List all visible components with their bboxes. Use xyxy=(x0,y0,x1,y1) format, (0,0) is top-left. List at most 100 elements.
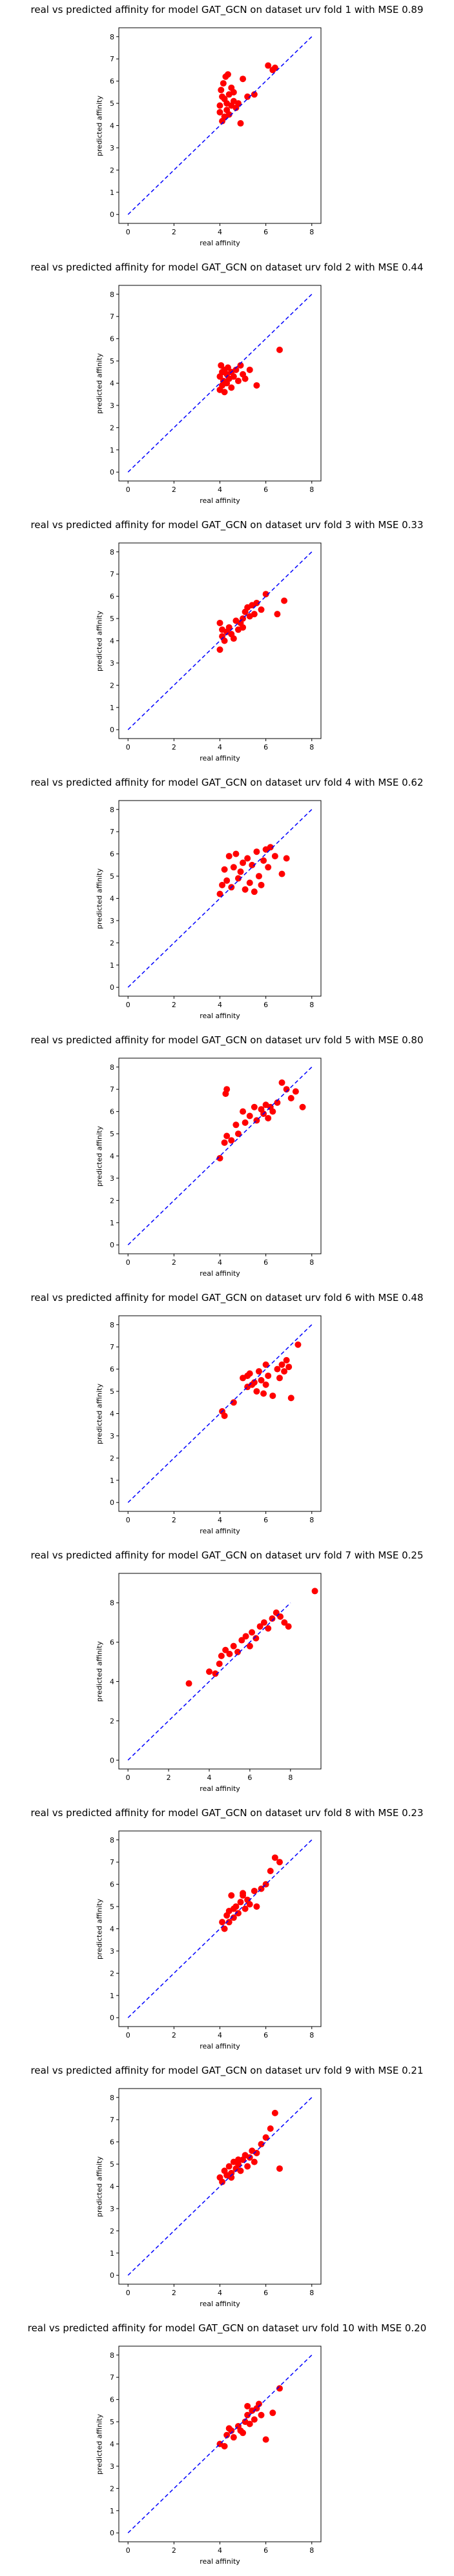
data-point xyxy=(253,1635,260,1642)
data-point xyxy=(223,1132,231,1140)
y-tick-label: 4 xyxy=(110,380,114,388)
data-points xyxy=(185,1588,318,1687)
y-tick-label: 3 xyxy=(110,1947,114,1956)
x-tick-label: 8 xyxy=(309,486,314,494)
y-tick-label: 7 xyxy=(110,2373,114,2382)
x-tick-label: 6 xyxy=(263,2031,268,2039)
y-tick-label: 8 xyxy=(110,1321,114,1329)
x-tick-label: 6 xyxy=(263,486,268,494)
data-point xyxy=(271,853,278,860)
y-tick-label: 8 xyxy=(110,1599,114,1608)
data-point xyxy=(274,611,281,618)
data-point xyxy=(281,1619,288,1626)
data-point xyxy=(292,1088,299,1095)
scatter-plot: 0 2 4 6 8 0 1 2 3 4 5 6 7 8 xyxy=(110,2088,322,2297)
y-tick-label: 5 xyxy=(110,1903,114,1911)
data-points xyxy=(216,844,290,897)
y-tick-label: 7 xyxy=(110,312,114,321)
y-tick-label: 6 xyxy=(110,77,114,86)
data-point xyxy=(274,1099,281,1106)
y-tick-label: 6 xyxy=(110,850,114,859)
data-point xyxy=(218,1652,225,1659)
chart-title: real vs predicted affinity for model GAT… xyxy=(30,4,424,15)
y-axis-label: predicted affinity xyxy=(95,1125,104,1187)
data-point xyxy=(281,597,288,604)
x-tick-label: 8 xyxy=(309,2546,314,2555)
data-point xyxy=(218,362,225,369)
x-tick-label: 8 xyxy=(309,1516,314,1524)
x-tick-label: 2 xyxy=(172,2546,176,2555)
data-points xyxy=(216,62,278,127)
y-tick-label: 5 xyxy=(110,2160,114,2169)
y-tick-label: 3 xyxy=(110,1174,114,1183)
y-tick-label: 8 xyxy=(110,1063,114,1072)
data-point xyxy=(237,1899,244,1906)
data-point xyxy=(234,378,242,385)
data-point xyxy=(251,1887,258,1894)
y-tick-label: 4 xyxy=(110,1152,114,1161)
data-point xyxy=(220,80,227,87)
data-point xyxy=(244,2163,251,2170)
y-tick-label: 4 xyxy=(110,2440,114,2449)
data-point xyxy=(237,868,244,875)
x-tick-label: 0 xyxy=(126,486,130,494)
y-tick-label: 0 xyxy=(110,1756,114,1764)
data-point xyxy=(238,1637,245,1644)
data-point xyxy=(251,888,258,895)
y-tick-label: 1 xyxy=(110,1219,114,1227)
data-point xyxy=(246,366,253,373)
x-axis-label: real affinity xyxy=(200,239,240,247)
data-point xyxy=(240,2429,247,2437)
y-tick-label: 6 xyxy=(110,1881,114,1889)
y-tick-label: 1 xyxy=(110,446,114,455)
scatter-plot: 0 2 4 6 8 0 1 2 3 4 5 6 7 8 xyxy=(110,1830,322,2039)
x-tick-label: 6 xyxy=(263,2289,268,2297)
chart-title: real vs predicted affinity for model GAT… xyxy=(30,519,424,531)
reference-line xyxy=(127,551,313,730)
y-tick-label: 6 xyxy=(110,593,114,601)
x-tick-label: 4 xyxy=(218,2031,222,2039)
y-tick-label: 3 xyxy=(110,2205,114,2213)
scatter-plot: 0 2 4 6 8 0 1 2 3 4 5 6 7 8 xyxy=(110,2346,322,2555)
y-tick-label: 1 xyxy=(110,2249,114,2258)
data-point xyxy=(228,1892,235,1899)
x-tick-label: 2 xyxy=(172,1516,176,1524)
x-tick-label: 4 xyxy=(218,2289,222,2297)
data-point xyxy=(246,1112,253,1119)
data-point xyxy=(287,1094,294,1101)
y-tick-label: 6 xyxy=(110,1108,114,1116)
x-tick-label: 6 xyxy=(247,1774,252,1782)
x-tick-label: 2 xyxy=(167,1774,171,1782)
x-axis-label: real affinity xyxy=(200,1012,240,1020)
y-tick-label: 4 xyxy=(110,637,114,646)
y-tick-label: 2 xyxy=(110,939,114,947)
y-tick-label: 7 xyxy=(110,828,114,836)
chart-panel-2: real vs predicted affinity for model GAT… xyxy=(0,258,454,515)
data-point xyxy=(230,88,237,96)
data-point xyxy=(269,1615,276,1622)
y-tick-label: 7 xyxy=(110,570,114,578)
y-axis-label: predicted affinity xyxy=(95,2156,104,2217)
data-point xyxy=(230,1642,237,1650)
y-tick-label: 0 xyxy=(110,2014,114,2022)
data-point xyxy=(265,1114,272,1121)
y-tick-label: 0 xyxy=(110,1498,114,1507)
data-point xyxy=(265,864,272,871)
y-tick-label: 2 xyxy=(110,424,114,432)
y-tick-label: 8 xyxy=(110,33,114,41)
x-tick-label: 6 xyxy=(263,2546,268,2555)
data-point xyxy=(216,890,223,897)
data-point xyxy=(273,1609,280,1616)
data-points xyxy=(219,1854,283,1932)
data-point xyxy=(225,853,232,860)
data-point xyxy=(224,71,231,78)
data-point xyxy=(221,2442,228,2449)
y-tick-label: 7 xyxy=(110,55,114,63)
data-point xyxy=(216,619,223,626)
data-point xyxy=(216,1661,223,1668)
data-point xyxy=(262,1361,269,1368)
data-point xyxy=(278,1361,285,1368)
data-point xyxy=(251,2158,258,2165)
y-tick-label: 0 xyxy=(110,2529,114,2537)
